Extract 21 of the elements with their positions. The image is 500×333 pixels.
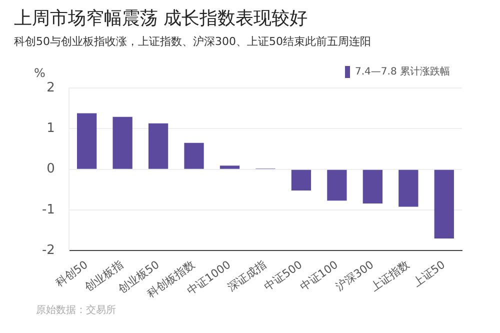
bar	[220, 166, 240, 169]
bar	[398, 170, 418, 207]
bar	[148, 123, 168, 169]
bar	[291, 170, 312, 190]
y-tick-label: -1	[42, 202, 55, 218]
text: 原始数据：交易所	[36, 304, 116, 318]
y-tick-label: 0	[46, 162, 55, 177]
x-tick-label: 上证50	[410, 258, 448, 290]
chart-subtitle: 科创50与创业板指收涨，上证指数、沪深300、上证50结束此前五周连阳	[14, 34, 371, 49]
bar	[327, 170, 347, 201]
y-tick-label: 1	[46, 121, 55, 136]
y-tick-label: -2	[42, 243, 55, 258]
bar	[112, 116, 132, 169]
y-axis-title: %	[34, 66, 46, 80]
bar	[77, 113, 97, 169]
legend-label: 7.4—7.8 累计涨跌幅	[355, 66, 450, 78]
bar	[184, 142, 204, 169]
bar	[362, 170, 382, 204]
y-tick-label: 2	[46, 80, 55, 96]
bar	[434, 170, 454, 238]
chart-title: 上周市场窄幅震荡 成长指数表现较好	[14, 7, 308, 30]
